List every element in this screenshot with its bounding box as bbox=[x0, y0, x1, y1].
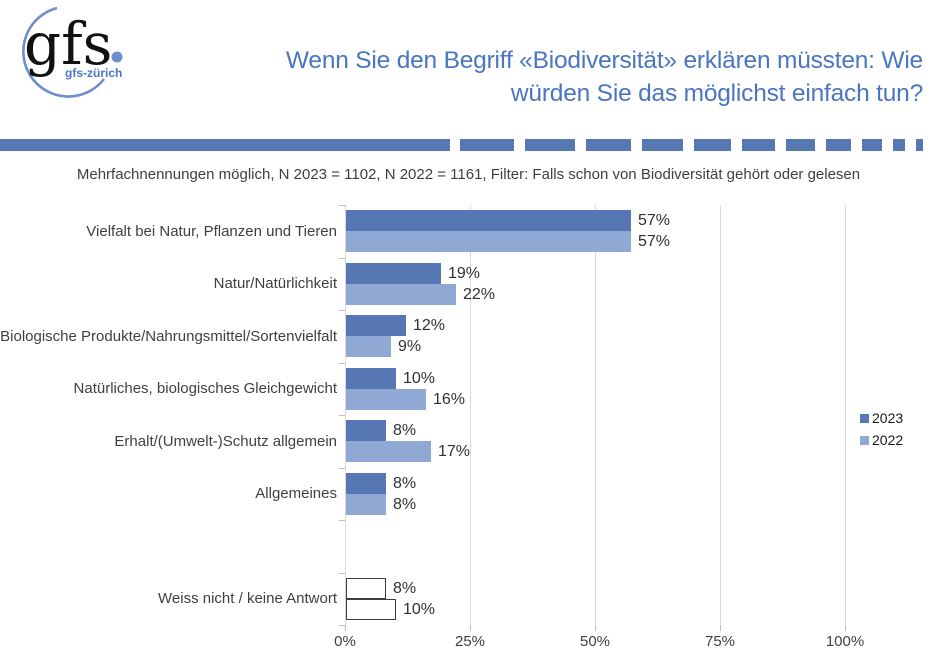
value-label: 12% bbox=[413, 317, 446, 334]
y-axis-tick bbox=[339, 310, 345, 311]
divider-dash bbox=[862, 139, 882, 151]
y-axis-tick bbox=[339, 625, 345, 626]
value-label: 57% bbox=[638, 212, 671, 229]
divider-dash bbox=[0, 139, 450, 151]
bar-2023 bbox=[346, 577, 386, 599]
value-label: 19% bbox=[448, 264, 481, 282]
chart-legend: 2023 2022 bbox=[860, 407, 903, 451]
value-label: 8% bbox=[393, 579, 417, 597]
divider-dash bbox=[826, 139, 851, 151]
page-title-line1: Wenn Sie den Begriff «Biodiversität» erk… bbox=[285, 47, 923, 74]
category-label: Natürliches, biologisches Gleichgewicht bbox=[73, 380, 337, 397]
category-label: Vielfalt bei Natur, Pflanzen und Tieren bbox=[86, 222, 337, 240]
bar-2022 bbox=[346, 283, 456, 305]
legend-label: 2022 bbox=[872, 432, 904, 448]
decorative-divider-bar bbox=[0, 139, 937, 151]
divider-dash bbox=[916, 139, 923, 151]
bar-2022 bbox=[346, 336, 391, 357]
x-axis-tick bbox=[720, 625, 721, 631]
x-axis-tick-label: 100% bbox=[825, 633, 865, 650]
divider-dash bbox=[586, 139, 631, 151]
y-axis-tick bbox=[339, 205, 345, 206]
category-label: Erhalt/(Umwelt-)Schutz allgemein bbox=[114, 432, 337, 450]
logo-text: gfs bbox=[24, 10, 112, 78]
bar-2022 bbox=[346, 231, 631, 252]
bar-2023 bbox=[346, 420, 386, 441]
gridline bbox=[845, 205, 846, 625]
value-label: 8% bbox=[393, 474, 417, 492]
bar-2022 bbox=[346, 493, 386, 515]
gridline bbox=[470, 205, 471, 625]
value-label: 17% bbox=[438, 443, 471, 460]
bar-2022 bbox=[346, 598, 396, 620]
x-axis-tick bbox=[345, 625, 346, 631]
divider-dash bbox=[694, 139, 731, 151]
value-label: 10% bbox=[403, 600, 436, 618]
y-axis-tick bbox=[339, 572, 345, 574]
legend-swatch-icon bbox=[860, 435, 869, 445]
bar-2022 bbox=[346, 388, 426, 410]
divider-dash bbox=[742, 139, 775, 151]
x-axis-tick-label: 25% bbox=[454, 633, 486, 650]
divider-dash bbox=[893, 139, 905, 151]
gfs-logo-icon: gfs gfs-zürich bbox=[22, 6, 123, 98]
value-label: 16% bbox=[433, 390, 466, 408]
y-axis-tick bbox=[339, 467, 345, 469]
logo-subtext: gfs-zürich bbox=[65, 66, 122, 80]
bar-2022 bbox=[346, 441, 431, 462]
value-label: 57% bbox=[638, 233, 671, 250]
y-axis-line bbox=[345, 205, 346, 625]
logo-dot-icon bbox=[111, 51, 123, 63]
y-axis-tick bbox=[339, 362, 345, 364]
category-label: Allgemeines bbox=[255, 485, 337, 502]
legend-item-2023: 2023 bbox=[860, 407, 903, 429]
value-label: 8% bbox=[393, 495, 417, 513]
legend-swatch-icon bbox=[860, 413, 869, 423]
category-label: Biologische Produkte/Nahrungsmittel/Sort… bbox=[0, 327, 337, 345]
x-axis-tick-label: 0% bbox=[334, 633, 356, 650]
value-label: 8% bbox=[393, 422, 417, 439]
divider-dash bbox=[525, 139, 575, 151]
x-axis-tick bbox=[845, 625, 846, 631]
gridline bbox=[595, 205, 596, 625]
divider-dash bbox=[642, 139, 683, 151]
bar-2023 bbox=[346, 210, 631, 231]
bar-2023 bbox=[346, 472, 386, 494]
divider-dash bbox=[786, 139, 815, 151]
gridline bbox=[720, 205, 721, 625]
page-title: Wenn Sie den Begriff «Biodiversität» erk… bbox=[183, 44, 923, 110]
x-axis-tick bbox=[595, 625, 596, 631]
y-axis-tick bbox=[339, 415, 345, 416]
x-axis-tick-label: 75% bbox=[704, 633, 736, 650]
x-axis-tick bbox=[470, 625, 471, 631]
value-label: 10% bbox=[403, 369, 436, 387]
divider-dash bbox=[460, 139, 514, 151]
bar-2023 bbox=[346, 315, 406, 336]
legend-item-2022: 2022 bbox=[860, 429, 903, 451]
value-label: 9% bbox=[398, 338, 422, 355]
legend-label: 2023 bbox=[872, 410, 904, 426]
y-axis-tick bbox=[339, 520, 345, 521]
chart-subtitle: Mehrfachnennungen möglich, N 2023 = 1102… bbox=[76, 166, 861, 183]
bar-2023 bbox=[346, 367, 396, 389]
category-label: Weiss nicht / keine Antwort bbox=[158, 590, 337, 607]
value-label: 22% bbox=[463, 285, 496, 303]
page-title-line2: würden Sie das möglichst einfach tun? bbox=[510, 80, 923, 107]
category-label: Natur/Natürlichkeit bbox=[213, 275, 337, 292]
y-axis-tick bbox=[339, 257, 345, 259]
gfs-zurich-logo: gfs gfs-zürich bbox=[8, 4, 140, 102]
bar-2023 bbox=[346, 262, 441, 284]
x-axis-tick-label: 50% bbox=[579, 633, 611, 650]
